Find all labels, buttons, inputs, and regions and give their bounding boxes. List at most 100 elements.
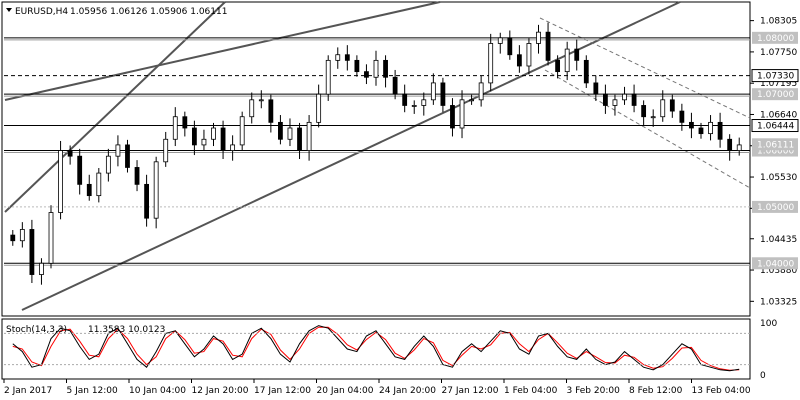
trend-lines <box>4 1 751 311</box>
candle-body <box>669 99 675 112</box>
level-tag-label: 1.07000 <box>757 90 794 100</box>
candle-body <box>440 82 446 106</box>
candle-body <box>564 48 570 73</box>
candle-body <box>268 99 274 123</box>
time-tick-label: 8 Feb 12:00 <box>629 386 683 396</box>
candle-body <box>574 48 580 61</box>
chart-header: EURUSD,H4 1.05956 1.06126 1.05906 1.0611… <box>6 7 227 17</box>
candle-body <box>469 99 474 102</box>
candle-body <box>211 127 216 140</box>
candle-body <box>201 138 207 146</box>
candle-body <box>316 93 322 123</box>
level-tag-label: 1.07330 <box>757 72 794 82</box>
time-axis: 2 Jan 2017 5 Jan 12:00 10 Jan 04:00 12 Jan … <box>3 379 751 396</box>
candle-body <box>545 31 551 61</box>
candle-body <box>125 144 130 168</box>
candle-body <box>430 82 436 101</box>
candle-body <box>411 105 417 107</box>
candle-body <box>278 121 283 140</box>
candle-body <box>660 99 666 118</box>
price-tick-label: 1.04435 <box>760 235 797 245</box>
candle-body <box>698 127 704 135</box>
candlesticks <box>10 22 742 285</box>
candle-body <box>717 121 723 140</box>
candle-body <box>689 121 694 129</box>
candle-body <box>622 93 627 101</box>
candle-body <box>497 37 503 44</box>
candle-body <box>392 76 398 95</box>
candle-body <box>86 183 92 197</box>
stochastic-lines: 100 0 <box>4 319 777 381</box>
candle-body <box>115 144 121 157</box>
down-channel-lower <box>544 69 751 189</box>
time-tick-label: 2 Jan 2017 <box>4 386 52 396</box>
candle-body <box>39 262 44 275</box>
level-tag-label: 1.06000 <box>757 147 794 157</box>
price-tick-label: 1.05530 <box>760 173 797 183</box>
channel-upper-line-1 <box>4 1 226 213</box>
time-tick-label: 12 Jan 20:00 <box>192 386 249 396</box>
stoch-signal-line <box>12 326 740 371</box>
stoch-values: 11.3583 10.0123 <box>88 325 165 335</box>
time-tick-label: 5 Jan 12:00 <box>67 386 119 396</box>
candle-body <box>297 127 302 151</box>
candle-body <box>736 144 742 151</box>
level-tag-bg <box>751 69 799 83</box>
candle-body <box>373 59 379 78</box>
channel-lower-line <box>21 1 681 311</box>
candle-body <box>679 110 685 123</box>
candle-body <box>220 127 226 151</box>
candle-body <box>182 116 188 129</box>
time-tick-label: 27 Jan 12:00 <box>442 386 499 396</box>
candle-body <box>239 116 245 146</box>
stoch-label: Stoch(14,3,3) <box>6 325 67 335</box>
candle-body <box>583 59 589 84</box>
symbol-arrow-icon[interactable] <box>6 8 12 12</box>
candle-body <box>144 183 149 219</box>
level-tag-label: 1.06444 <box>757 122 794 132</box>
candle-body <box>421 99 427 106</box>
candle-body <box>354 59 360 73</box>
time-tick-label: 13 Feb 04:00 <box>692 386 751 396</box>
candle-body <box>708 121 713 135</box>
candle-body <box>344 54 350 61</box>
level-tag-label: 1.08000 <box>757 34 794 44</box>
price-tick-label: 1.03325 <box>760 297 797 307</box>
level-tag-bg <box>752 31 798 44</box>
symbol-label: EURUSD,H4 <box>15 7 68 17</box>
candle-body <box>249 99 255 118</box>
level-tag-bg <box>752 88 798 101</box>
time-tick-label: 20 Jan 04:00 <box>317 386 374 396</box>
candle-body <box>727 138 733 151</box>
candle-body <box>191 127 197 146</box>
stoch-tick-label: 100 <box>760 319 777 329</box>
price-tick-label: 1.06640 <box>760 110 797 120</box>
level-tag-bg <box>752 257 798 270</box>
time-tick-label: 10 Jan 04:00 <box>129 386 186 396</box>
candle-body <box>593 82 599 95</box>
time-tick-label: 17 Jan 12:00 <box>254 386 311 396</box>
level-tags: 1.08000 1.07330 1.07000 1.06444 1.06000 1.050… <box>751 31 799 270</box>
candle-body <box>526 43 532 67</box>
channel-upper-line-2 <box>4 1 441 101</box>
candle-body <box>258 99 264 102</box>
candle-body <box>19 229 25 242</box>
candle-body <box>29 229 35 275</box>
candle-body <box>402 93 408 106</box>
stoch-tick-label: 0 <box>760 371 766 381</box>
candle-body <box>67 150 73 157</box>
candle-body <box>325 59 331 95</box>
stochastic-pane <box>1 318 751 380</box>
candle-body <box>58 150 63 213</box>
candle-body <box>488 43 494 84</box>
candle-body <box>105 155 111 174</box>
candle-body <box>507 37 513 56</box>
candle-body <box>631 93 637 106</box>
candle-body <box>450 105 455 129</box>
candle-body <box>478 82 484 101</box>
level-tag-bg <box>751 119 799 133</box>
time-tick-label: 24 Jan 20:00 <box>379 386 436 396</box>
level-tag-label: 1.05000 <box>757 203 794 213</box>
ohlc-values: 1.05956 1.06126 1.05906 1.06111 <box>70 7 227 17</box>
